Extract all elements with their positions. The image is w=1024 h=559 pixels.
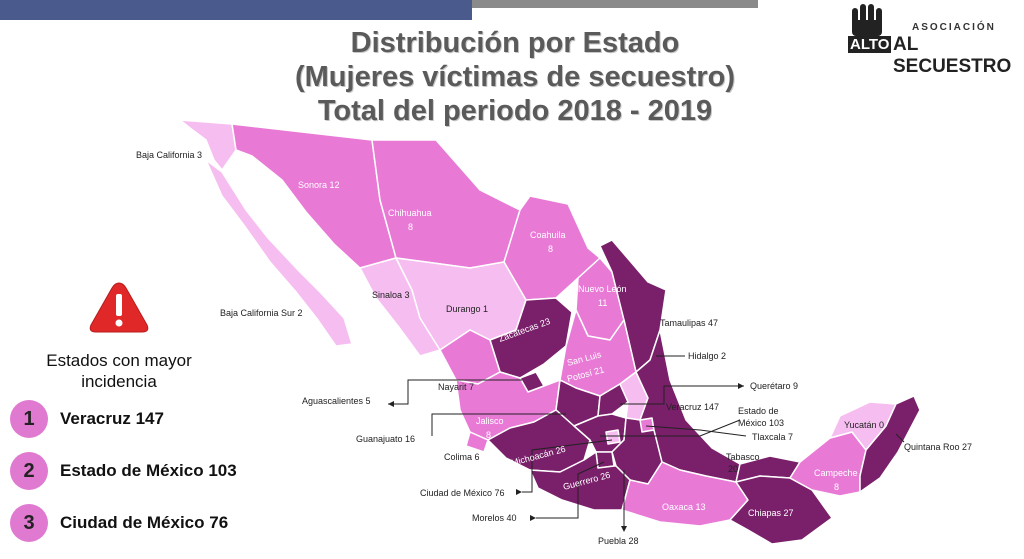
label-chiapas: Chiapas 27 (748, 508, 794, 518)
label-sonora: Sonora 12 (298, 180, 340, 190)
label-aguascalientes: Aguascalientes 5 (302, 396, 371, 406)
label-queretaro: Querétaro 9 (750, 381, 798, 391)
label-oaxaca: Oaxaca 13 (662, 502, 706, 512)
leader-tlaxcala (645, 425, 747, 437)
label-quintana-roo: Quintana Roo 27 (904, 442, 972, 452)
label-durango: Durango 1 (446, 304, 488, 314)
state-chihuahua (371, 139, 521, 269)
label-nuevo-leon-value: 11 (598, 298, 607, 308)
label-campeche: Campeche (814, 468, 858, 478)
leader-morelos (536, 461, 605, 519)
label-chihuahua-value: 8 (408, 222, 413, 232)
leader-queretaro (620, 385, 744, 405)
rank-label-3: Ciudad de México 76 (60, 513, 229, 532)
title-line-3: Total del periodo 2018 - 2019 (317, 95, 713, 127)
rank-label-2: Estado de México 103 (60, 461, 237, 480)
hand-icon (852, 4, 882, 36)
label-baja-california-sur: Baja California Sur 2 (220, 308, 303, 318)
label-tabasco-value: 20 (728, 464, 738, 474)
label-jalisco-value: 8 (486, 430, 491, 440)
leader-guanajuato (431, 413, 566, 436)
warning-icon (89, 282, 149, 333)
label-coahuila-value: 8 (548, 244, 553, 254)
label-guanajuato: Guanajuato 16 (356, 434, 415, 444)
rank-item-3: 3 Ciudad de México 76 (10, 504, 270, 544)
logo-alto: ALTO (848, 36, 892, 53)
page-title: Distribución por Estado (Mujeres víctima… (200, 26, 830, 128)
label-campeche-value: 8 (834, 482, 839, 492)
top-bar-gray (472, 0, 758, 8)
sidebar-heading: Estados con mayor incidencia (14, 350, 224, 392)
state-guerrero (529, 451, 631, 511)
state-queretaro (597, 383, 629, 417)
sidebar-heading-line-1: Estados con mayor (46, 351, 192, 370)
leader-estado-mexico (600, 419, 741, 437)
rank-badge-2: 2 (10, 452, 48, 490)
label-nayarit: Nayarit 7 (438, 382, 474, 392)
label-nuevo-leon: Nuevo León (578, 284, 627, 294)
label-tlaxcala: Tlaxcala 7 (752, 432, 793, 442)
leader-quintana-roo (895, 433, 905, 443)
label-estado-de: Estado de (738, 406, 779, 416)
title-line-2: (Mujeres víctimas de secuestro) (294, 61, 735, 93)
leader-ciudad-mexico (522, 439, 613, 493)
top-bar-blue (0, 0, 472, 20)
label-tamaulipas: Tamaulipas 47 (660, 318, 718, 328)
leader-aguascalientes (388, 379, 522, 405)
state-sonora (231, 123, 397, 269)
label-ciudad-de-mexico: Ciudad de México 76 (420, 488, 505, 498)
rank-badge-3: 3 (10, 504, 48, 542)
label-veracruz: Veracruz 147 (666, 402, 719, 412)
logo-name: AL SECUESTRO (893, 34, 1012, 77)
label-chihuahua: Chihuahua (388, 208, 432, 218)
state-baja-california-sur (205, 159, 353, 347)
state-chiapas (729, 475, 833, 545)
title-line-1: Distribución por Estado (350, 27, 680, 59)
label-yucatan: Yucatán 0 (844, 420, 884, 430)
label-coahuila: Coahuila (530, 230, 566, 240)
label-mexico-103: México 103 (738, 418, 784, 428)
label-colima: Colima 6 (444, 452, 480, 462)
logo-association: ASOCIACIÓN (912, 22, 996, 33)
rank-item-2: 2 Estado de México 103 (10, 452, 270, 492)
label-morelos: Morelos 40 (472, 513, 517, 523)
rank-badge-1: 1 (10, 400, 48, 438)
rank-item-1: 1 Veracruz 147 (10, 400, 270, 440)
label-baja-california: Baja California 3 (136, 150, 202, 160)
label-tabasco: Tabasco (726, 452, 760, 462)
label-sinaloa: Sinaloa 3 (372, 290, 410, 300)
label-hidalgo: Hidalgo 2 (688, 351, 726, 361)
state-ciudad-de-mexico (605, 429, 621, 445)
label-jalisco: Jalisco (476, 416, 504, 426)
sidebar-heading-line-2: incidencia (81, 372, 157, 391)
state-colima (465, 431, 489, 453)
rank-label-1: Veracruz 147 (60, 409, 164, 428)
label-puebla: Puebla 28 (598, 536, 639, 546)
state-quintana-roo (859, 395, 921, 493)
